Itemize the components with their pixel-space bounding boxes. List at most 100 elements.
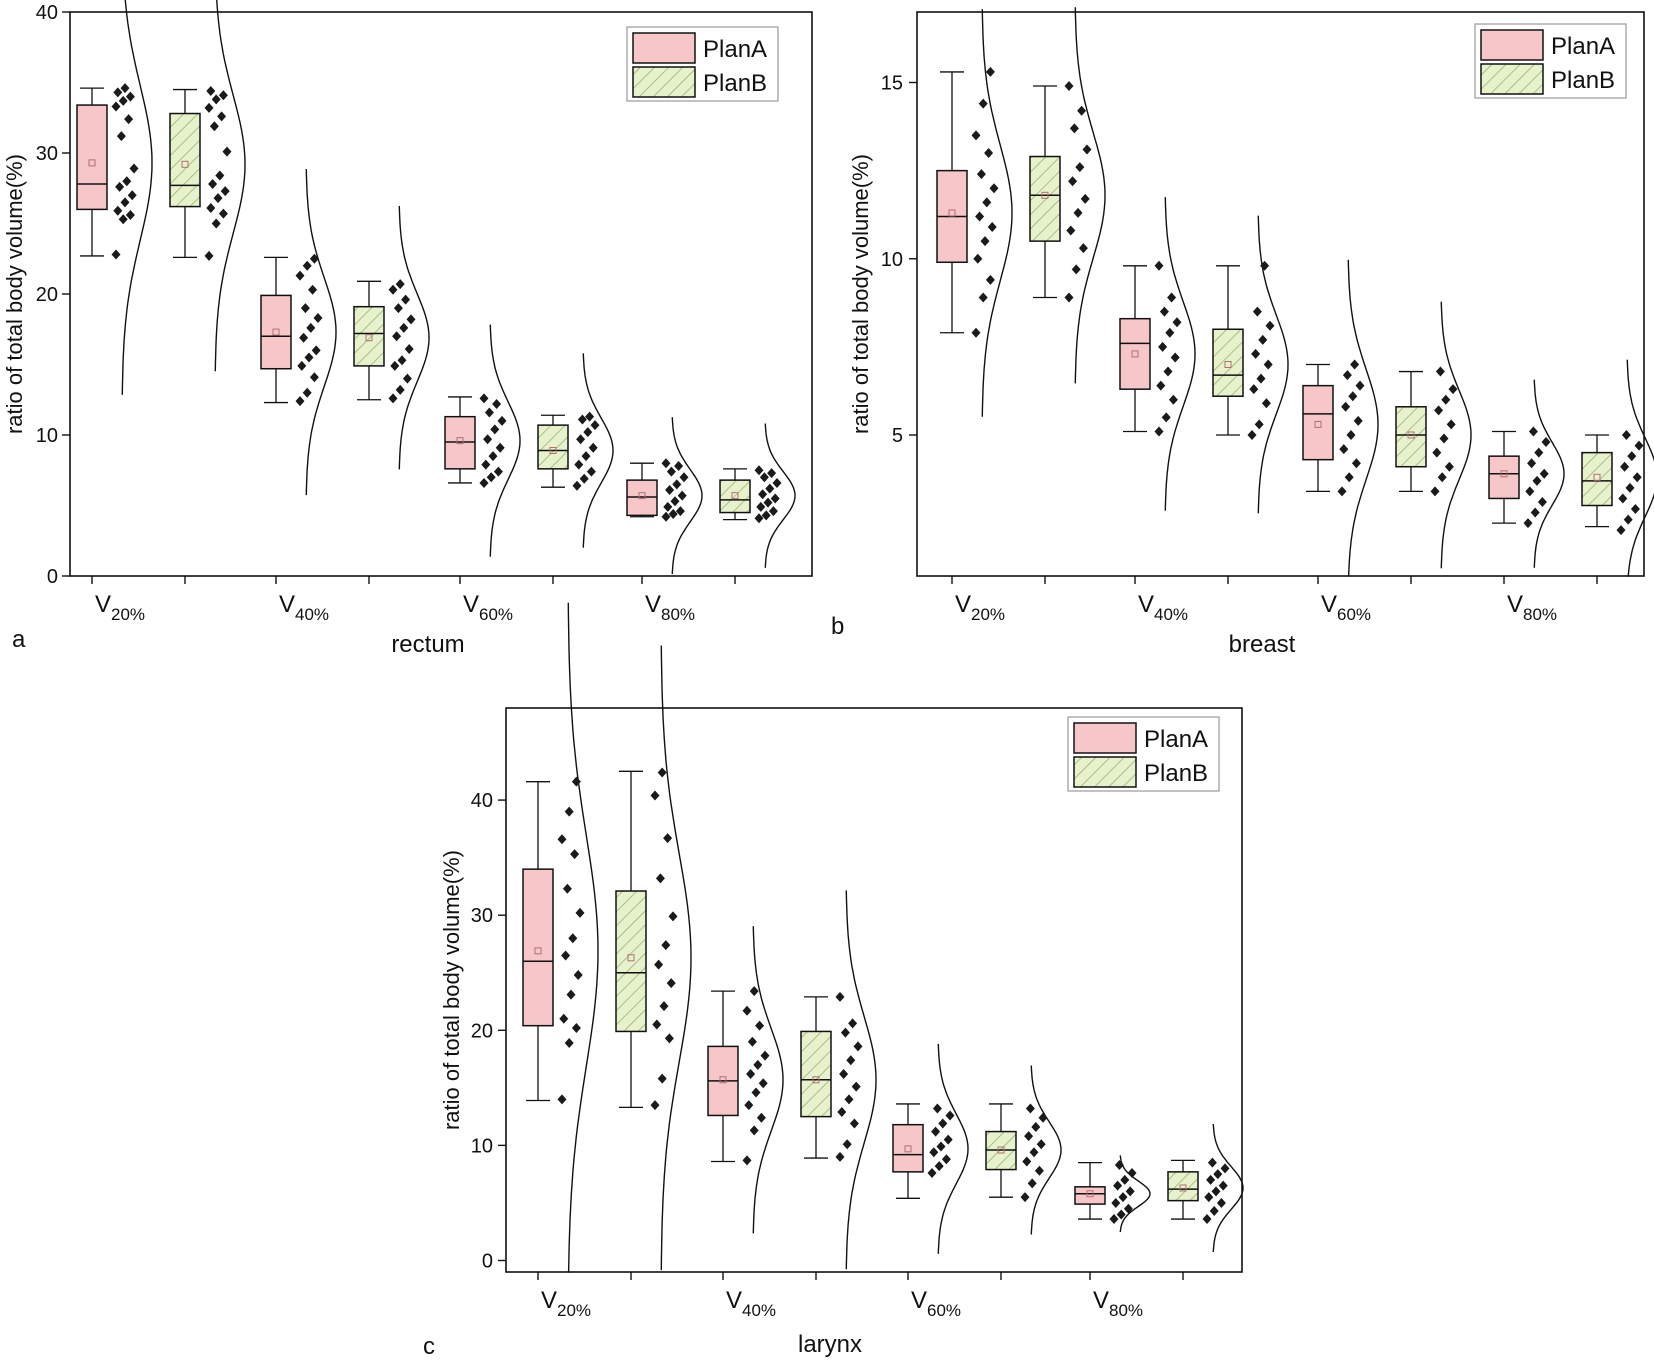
mean-marker — [365, 334, 373, 342]
x-tick-label: V20% — [955, 591, 1005, 624]
data-point — [576, 434, 586, 445]
box-group-planb — [353, 205, 430, 470]
mean-marker — [88, 159, 96, 167]
data-point — [661, 458, 671, 469]
data-point — [1167, 292, 1177, 303]
data-point — [652, 1019, 662, 1030]
data-point — [754, 513, 764, 524]
box-group-planb — [1212, 215, 1289, 514]
data-point — [1247, 430, 1257, 440]
data-point — [657, 767, 667, 778]
data-point — [936, 1141, 946, 1152]
x-tick-label: V60% — [463, 591, 513, 624]
box-group-planb — [537, 353, 614, 548]
legend-swatch-planb — [632, 66, 696, 98]
data-point — [561, 950, 571, 961]
x-tick-label-sub: 20% — [557, 1301, 591, 1320]
data-point — [115, 181, 125, 192]
box-group-plana — [892, 1043, 969, 1254]
y-tick-label: 0 — [482, 1250, 493, 1272]
data-point — [218, 208, 228, 219]
data-point — [1073, 207, 1083, 218]
mean-marker — [1407, 431, 1415, 439]
mean-marker — [1179, 1184, 1187, 1192]
data-point — [1621, 430, 1631, 440]
data-point — [574, 459, 584, 470]
data-point — [127, 190, 137, 201]
data-point — [562, 883, 572, 894]
box-group-plana — [1302, 259, 1379, 577]
data-point — [980, 236, 990, 247]
legend-label-planb: PlanB — [1144, 760, 1208, 787]
x-tick-label-base: V — [911, 1287, 927, 1314]
mean-marker — [731, 492, 739, 500]
data-point — [1265, 320, 1275, 331]
data-point — [493, 466, 503, 477]
box-group-plana — [936, 9, 1013, 417]
mean-marker — [1500, 470, 1508, 478]
data-point — [566, 989, 576, 1000]
data-point — [1113, 1180, 1123, 1191]
data-point — [1353, 415, 1363, 426]
data-point — [1448, 384, 1458, 395]
x-tick-label-base: V — [1138, 591, 1154, 618]
data-point — [1075, 162, 1085, 173]
data-point — [754, 465, 764, 476]
data-point — [1080, 193, 1090, 204]
data-point — [1068, 176, 1078, 187]
data-point — [984, 148, 994, 158]
legend: PlanA PlanB — [1474, 23, 1627, 99]
data-point — [1170, 352, 1180, 363]
y-tick-label: 20 — [36, 284, 58, 306]
density-curve — [567, 602, 599, 1273]
data-point — [1528, 426, 1538, 437]
data-point — [1120, 1174, 1130, 1185]
x-tick-label-base: V — [726, 1287, 742, 1314]
data-point — [217, 111, 227, 122]
legend-swatch-planb — [1073, 756, 1137, 788]
box-group-planb — [1581, 359, 1654, 577]
legend-label-plana: PlanA — [1144, 726, 1208, 753]
data-point — [1337, 486, 1347, 497]
data-point — [1525, 486, 1535, 497]
data-point — [756, 501, 766, 512]
legend-swatch-planb — [1480, 63, 1544, 95]
data-point — [978, 98, 988, 109]
legend-swatch-plana — [1073, 722, 1137, 754]
data-point — [846, 1055, 856, 1066]
data-point — [573, 970, 583, 981]
density-curve — [582, 353, 614, 548]
data-point — [932, 1103, 942, 1114]
box-group-plana — [260, 168, 337, 496]
box-group-planb — [800, 890, 877, 1270]
data-point — [1341, 401, 1351, 412]
x-tick-label-base: V — [645, 591, 661, 618]
data-point — [570, 849, 580, 860]
data-point — [1532, 475, 1542, 486]
box-iqr — [1074, 1186, 1106, 1205]
data-point — [753, 1059, 763, 1070]
data-point — [1534, 447, 1544, 458]
data-point — [849, 1118, 859, 1129]
density-curve — [1347, 259, 1379, 577]
data-point — [666, 978, 676, 989]
x-tick-label-base: V — [541, 1287, 557, 1314]
data-point — [484, 407, 494, 418]
data-point — [853, 1041, 863, 1052]
mean-marker — [997, 1146, 1005, 1154]
data-point — [1254, 419, 1264, 430]
data-point — [313, 312, 323, 323]
mean-marker — [549, 447, 557, 455]
data-point — [1444, 461, 1454, 472]
data-point — [122, 176, 132, 187]
x-tick-label-sub: 60% — [479, 605, 513, 624]
data-point — [402, 373, 412, 384]
box-iqr — [1395, 406, 1427, 468]
data-point — [1172, 317, 1182, 328]
data-point — [302, 387, 312, 398]
data-point — [304, 352, 314, 363]
data-point — [568, 933, 578, 944]
data-point — [744, 1100, 754, 1111]
